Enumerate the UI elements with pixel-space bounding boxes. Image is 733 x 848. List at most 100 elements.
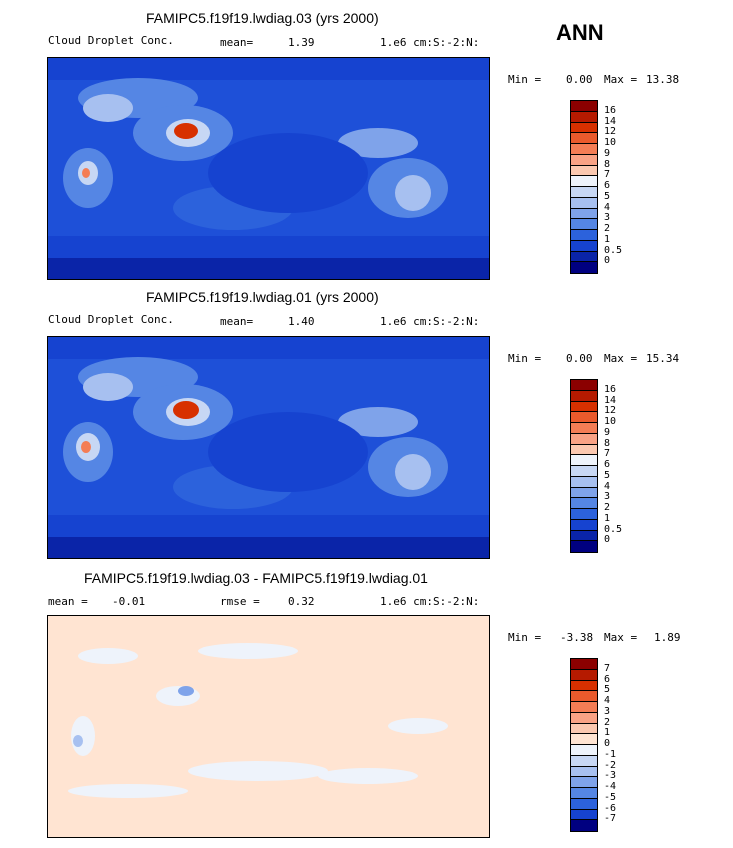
- colorbar-tick-label: -6: [604, 802, 617, 814]
- colorbar-tick-label: 3: [604, 212, 611, 224]
- panel3-mean-label: mean =: [48, 595, 88, 608]
- colorbar-tick-label: 0: [604, 738, 611, 749]
- colorbar-tick-label: -7: [604, 813, 617, 825]
- panel1-max-label: Max =: [604, 73, 638, 86]
- colorbar-tick-label: -1: [604, 748, 617, 760]
- panel2-min-label: Min =: [508, 352, 542, 365]
- panel1-min-label: Min =: [508, 73, 542, 86]
- colorbar-tick-label: 6: [604, 180, 611, 191]
- colorbar-tick-label: -3: [604, 770, 617, 782]
- colorbar-swatch: [571, 262, 597, 273]
- panel1-colorbar-ticks: 16 14 12 10 9 8 7 6 5 4 3 2 1 0.5 0: [604, 100, 644, 272]
- colorbar-swatch: [571, 187, 597, 198]
- colorbar-swatch: [571, 208, 597, 220]
- colorbar-tick-label: 5: [604, 684, 611, 696]
- colorbar-swatch: [571, 433, 597, 445]
- colorbar-swatch: [571, 723, 597, 735]
- panel2-min-value: 0.00: [566, 352, 593, 365]
- colorbar-swatch: [571, 788, 597, 799]
- colorbar-tick-label: 3: [604, 491, 611, 503]
- colorbar-swatch: [571, 530, 597, 542]
- panel1-max-value: 13.38: [646, 73, 680, 86]
- colorbar-swatch: [571, 691, 597, 702]
- panel2-variable: Cloud Droplet Conc.: [48, 313, 174, 326]
- colorbar-tick-label: -5: [604, 791, 617, 803]
- colorbar-swatch: [571, 455, 597, 466]
- colorbar-swatch: [571, 476, 597, 488]
- colorbar-swatch: [571, 712, 597, 724]
- colorbar-swatch: [571, 669, 597, 681]
- colorbar-tick-label: 6: [604, 459, 611, 470]
- colorbar-swatch: [571, 380, 597, 391]
- panel1-variable: Cloud Droplet Conc.: [48, 34, 174, 47]
- colorbar-swatch: [571, 423, 597, 434]
- colorbar-swatch: [571, 777, 597, 788]
- panel2-colorbar: [570, 379, 598, 553]
- colorbar-swatch: [571, 444, 597, 456]
- colorbar-tick-label: 6: [604, 673, 611, 685]
- colorbar-swatch: [571, 766, 597, 778]
- panel3-colorbar-ticks: 7 6 5 4 3 2 1 0 -1 -2 -3 -4 -5 -6 -7: [604, 658, 644, 830]
- colorbar-swatch: [571, 466, 597, 477]
- colorbar-swatch: [571, 176, 597, 187]
- colorbar-tick-label: 2: [604, 502, 611, 513]
- panel2-title: FAMIPC5.f19f19.lwdiag.01 (yrs 2000): [146, 289, 379, 305]
- colorbar-tick-label: 1: [604, 727, 611, 739]
- colorbar-tick-label: 1: [604, 233, 611, 245]
- colorbar-tick-label: 7: [604, 662, 611, 674]
- colorbar-swatch: [571, 251, 597, 263]
- panel3-map: [47, 615, 490, 838]
- colorbar-tick-label: 16: [604, 383, 617, 395]
- colorbar-tick-label: 14: [604, 394, 617, 406]
- colorbar-swatch: [571, 133, 597, 144]
- colorbar-tick-label: 1: [604, 512, 611, 524]
- panel1-map: [47, 57, 490, 280]
- panel2-mean-label: mean=: [220, 315, 254, 328]
- season-label: ANN: [556, 20, 604, 45]
- colorbar-tick-label: 9: [604, 147, 611, 159]
- colorbar-tick-label: 2: [604, 716, 611, 728]
- panel3-mean-value: -0.01: [112, 595, 146, 608]
- colorbar-swatch: [571, 390, 597, 402]
- colorbar-tick-label: 10: [604, 137, 617, 148]
- panel3-max-label: Max =: [604, 631, 638, 644]
- colorbar-swatch: [571, 519, 597, 531]
- colorbar-tick-label: 7: [604, 448, 611, 460]
- colorbar-swatch: [571, 412, 597, 423]
- colorbar-tick-label: 2: [604, 223, 611, 234]
- colorbar-tick-label: 4: [604, 480, 611, 492]
- colorbar-tick-label: 5: [604, 469, 611, 481]
- colorbar-swatch: [571, 401, 597, 413]
- colorbar-swatch: [571, 680, 597, 692]
- colorbar-tick-label: 8: [604, 158, 611, 170]
- colorbar-tick-label: 0: [604, 534, 611, 546]
- colorbar-swatch: [571, 144, 597, 155]
- colorbar-tick-label: 3: [604, 705, 611, 717]
- colorbar-swatch: [571, 154, 597, 166]
- colorbar-swatch: [571, 745, 597, 756]
- panel2-max-value: 15.34: [646, 352, 680, 365]
- panel3-field: [48, 616, 489, 837]
- colorbar-swatch: [571, 165, 597, 177]
- colorbar-swatch: [571, 734, 597, 745]
- colorbar-swatch: [571, 230, 597, 241]
- panel3-min-value: -3.38: [560, 631, 594, 644]
- colorbar-swatch: [571, 659, 597, 670]
- colorbar-swatch: [571, 541, 597, 552]
- panel3-max-value: 1.89: [654, 631, 681, 644]
- colorbar-tick-label: 12: [604, 126, 617, 138]
- colorbar-swatch: [571, 197, 597, 209]
- colorbar-tick-label: 5: [604, 190, 611, 202]
- colorbar-tick-label: 8: [604, 437, 611, 449]
- panel2-field: [48, 337, 489, 558]
- colorbar-tick-label: 0.5: [604, 244, 623, 256]
- panel1-mean-value: 1.39: [288, 36, 315, 49]
- colorbar-tick-label: 7: [604, 169, 611, 181]
- colorbar-tick-label: 4: [604, 201, 611, 213]
- colorbar-swatch: [571, 240, 597, 252]
- colorbar-swatch: [571, 219, 597, 230]
- colorbar-swatch: [571, 809, 597, 821]
- panel3-colorbar: [570, 658, 598, 832]
- panel3-rmse-value: 0.32: [288, 595, 315, 608]
- colorbar-swatch: [571, 498, 597, 509]
